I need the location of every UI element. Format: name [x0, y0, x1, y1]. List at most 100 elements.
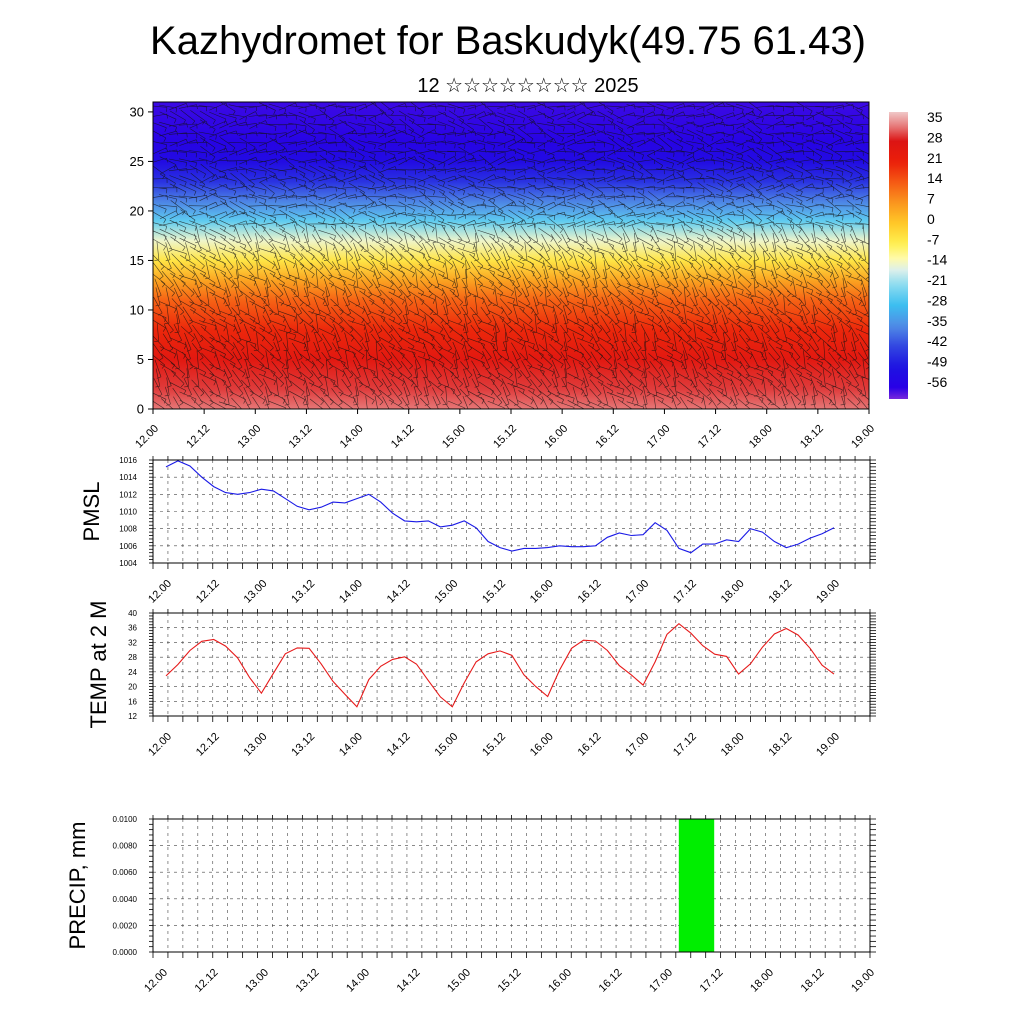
heatmap-xtick-label: 18.12 — [798, 423, 826, 451]
heatmap-xtick-label: 16.12 — [593, 423, 621, 451]
temperature-wind-cross-section: 0 5 10 15 20 25 30 12.00 12.12 13.00 13.12 14.00 14.… — [130, 101, 877, 451]
temp2m-xtick-label: 18.00 — [719, 731, 747, 759]
pmsl-xtick-label: 13.00 — [242, 578, 270, 606]
heatmap-ytick-label: 5 — [137, 352, 144, 367]
colorbar: 35 28 21 14 7 0 -7 -14 -21 -28 -35 -42 -49 -56 — [889, 109, 947, 399]
precip-xtick-label: 18.12 — [799, 967, 827, 995]
temp2m-xtick-label: 17.00 — [623, 731, 651, 759]
colorbar-label: 35 — [927, 109, 943, 125]
temp2m-ytick-label: 40 — [128, 609, 137, 618]
wind-barb-paths — [153, 102, 869, 409]
precip-xtick-label: 12.00 — [142, 967, 170, 995]
precip-grid — [153, 819, 870, 952]
heatmap-xtick-label: 13.12 — [287, 423, 315, 451]
temp2m-xtick-label: 13.00 — [242, 731, 270, 759]
pmsl-ytick-label: 1010 — [119, 508, 137, 517]
precip-xtick-label: 17.12 — [698, 967, 726, 995]
colorbar-label: 21 — [927, 150, 943, 166]
temp2m-ytick-label: 24 — [128, 668, 137, 677]
pmsl-ytick-label: 1012 — [119, 490, 137, 499]
pmsl-ylabel: PMSL — [79, 482, 104, 542]
colorbar-label: -21 — [927, 272, 947, 288]
temp2m-xtick-label: 15.00 — [432, 731, 460, 759]
heatmap-xtick-label: 12.12 — [184, 423, 212, 451]
heatmap-ytick-label: 15 — [130, 253, 144, 268]
heatmap-ytick-label: 30 — [130, 104, 144, 119]
pmsl-xtick-label: 16.00 — [528, 578, 556, 606]
precip-bar — [678, 819, 715, 952]
heatmap-field — [153, 102, 869, 409]
colorbar-label: 7 — [927, 191, 935, 207]
precip-ytick-label: 0.0100 — [113, 815, 138, 824]
temp2m-xtick-label: 12.00 — [146, 731, 174, 759]
temp-2m-panel: 12 16 20 24 28 32 36 40 12.00 12.12 13.00 13.12 14.0… — [86, 601, 876, 759]
precip-ytick-label: 0.0080 — [113, 842, 138, 851]
temp2m-ylabel: TEMP at 2 M — [86, 601, 111, 729]
heatmap-ytick-label: 20 — [130, 203, 144, 218]
precip-xtick-label: 16.00 — [546, 967, 574, 995]
temp2m-xtick-label: 14.00 — [337, 731, 365, 759]
precip-xtick-label: 13.00 — [243, 967, 271, 995]
precip-xtick-label: 16.12 — [597, 967, 625, 995]
temp2m-xtick-label: 18.12 — [766, 731, 794, 759]
precip-xtick-label: 15.12 — [496, 967, 524, 995]
temp2m-xtick-label: 13.12 — [289, 731, 317, 759]
pmsl-xtick-label: 14.00 — [337, 578, 365, 606]
colorbar-label: -28 — [927, 292, 947, 308]
precip-xtick-label: 13.12 — [294, 967, 322, 995]
pmsl-xtick-label: 15.12 — [480, 578, 508, 606]
precip-xtick-label: 15.00 — [445, 967, 473, 995]
pmsl-xtick-label: 19.00 — [814, 578, 842, 606]
precip-ylabel: PRECIP, mm — [65, 822, 90, 950]
colorbar-label: -49 — [927, 354, 947, 370]
temp2m-minor-ticks — [149, 609, 876, 722]
temp2m-series-line — [165, 622, 835, 708]
pmsl-xtick-label: 16.12 — [576, 578, 604, 606]
pmsl-xtick-label: 12.12 — [194, 578, 222, 606]
pmsl-grid — [153, 460, 870, 563]
pmsl-ytick-label: 1008 — [119, 525, 137, 534]
wind-barbs — [153, 102, 869, 409]
heatmap-xtick-label: 15.12 — [491, 423, 519, 451]
temp2m-ytick-label: 12 — [128, 712, 137, 721]
precip-ytick-label: 0.0020 — [113, 921, 138, 930]
temp2m-xtick-label: 14.12 — [385, 731, 413, 759]
pmsl-ytick-label: 1006 — [119, 542, 137, 551]
precip-panel: 0.0000 0.0020 0.0040 0.0060 0.0080 0.0100 12.0… — [65, 815, 877, 995]
precip-xtick-label: 12.12 — [193, 967, 221, 995]
heatmap-xtick-label: 14.00 — [338, 423, 366, 451]
pmsl-minor-ticks — [149, 456, 876, 569]
heatmap-xtick-label: 17.12 — [696, 423, 724, 451]
precip-xtick-label: 17.00 — [647, 967, 675, 995]
heatmap-xtick-label: 14.12 — [389, 423, 417, 451]
colorbar-bar — [889, 112, 908, 399]
pmsl-xtick-label: 17.12 — [671, 578, 699, 606]
temp2m-ytick-label: 28 — [128, 653, 137, 662]
temp2m-ytick-label: 20 — [128, 683, 137, 692]
precip-frame — [152, 818, 871, 953]
pmsl-xtick-label: 14.12 — [385, 578, 413, 606]
pmsl-panel: 1004 1006 1008 1010 1012 1014 1016 12.00 12.12 13… — [79, 456, 876, 606]
colorbar-label: -42 — [927, 333, 947, 349]
precip-xtick-label: 14.00 — [344, 967, 372, 995]
heatmap-xtick-label: 13.00 — [235, 423, 263, 451]
precip-xtick-label: 18.00 — [748, 967, 776, 995]
temp2m-ytick-label: 36 — [128, 624, 137, 633]
page-title: Kazhydromet for Baskudyk(49.75 61.43) — [150, 19, 866, 63]
colorbar-label: 28 — [927, 129, 943, 145]
colorbar-label: -7 — [927, 231, 940, 247]
colorbar-label: -56 — [927, 374, 947, 390]
pmsl-ytick-label: 1016 — [119, 456, 137, 465]
precip-ytick-label: 0.0040 — [113, 895, 138, 904]
heatmap-xtick-label: 17.00 — [645, 423, 673, 451]
colorbar-label: 0 — [927, 211, 935, 227]
temp2m-ytick-label: 16 — [128, 697, 137, 706]
precip-ytick-label: 0.0000 — [113, 948, 138, 957]
temp2m-xtick-label: 19.00 — [814, 731, 842, 759]
heatmap-xtick-label: 19.00 — [849, 423, 877, 451]
precip-xtick-label: 19.00 — [849, 967, 877, 995]
page-subtitle: 12 ☆☆☆☆☆☆☆☆ 2025 — [417, 75, 638, 97]
temp2m-xtick-label: 17.12 — [671, 731, 699, 759]
colorbar-label: -35 — [927, 313, 947, 329]
